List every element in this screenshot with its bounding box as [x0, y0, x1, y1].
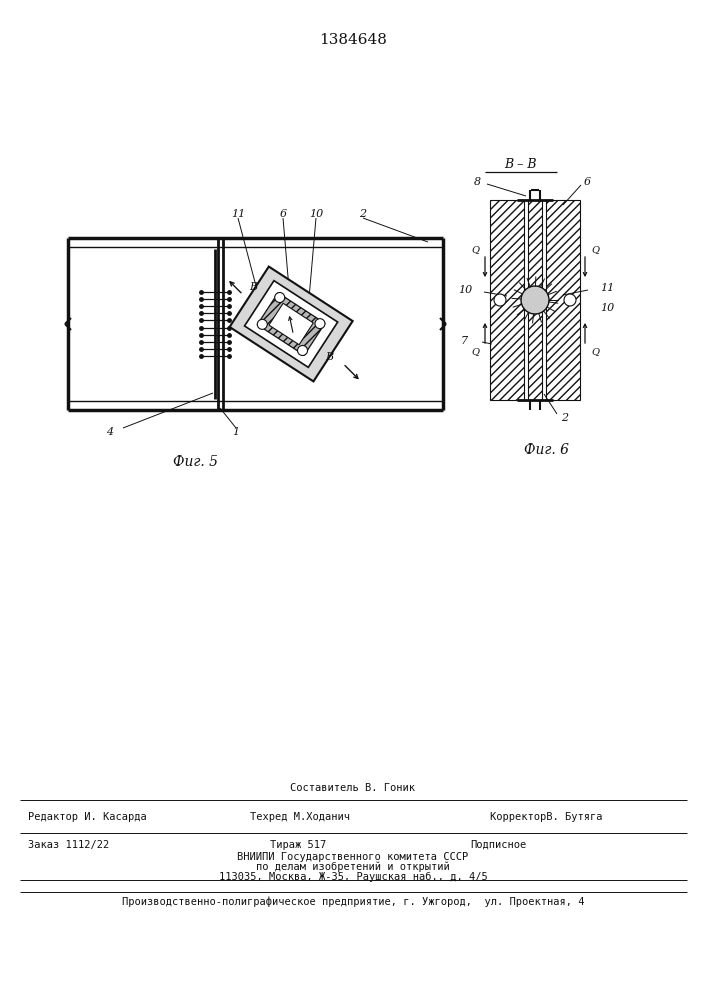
Text: 10: 10: [309, 209, 323, 219]
Polygon shape: [257, 293, 325, 355]
Text: Техред М.Ходанич: Техред М.Ходанич: [250, 812, 350, 822]
Text: Q: Q: [471, 245, 479, 254]
Text: 8: 8: [474, 177, 481, 187]
Text: В: В: [249, 282, 257, 292]
Text: 113035, Москва, Ж-35, Раушская наб., д. 4/5: 113035, Москва, Ж-35, Раушская наб., д. …: [218, 872, 487, 882]
Text: 1: 1: [233, 427, 240, 437]
Polygon shape: [230, 267, 353, 381]
Text: 2: 2: [561, 413, 568, 423]
Polygon shape: [269, 303, 313, 345]
Text: Заказ 1112/22: Заказ 1112/22: [28, 840, 110, 850]
Text: В: В: [325, 352, 333, 362]
Text: Составитель В. Гоник: Составитель В. Гоник: [291, 783, 416, 793]
Text: Q: Q: [591, 348, 599, 357]
Text: ВНИИПИ Государственного комитета СССР: ВНИИПИ Государственного комитета СССР: [238, 852, 469, 862]
Circle shape: [315, 319, 325, 329]
Bar: [546, 200, 580, 400]
Text: Q: Q: [591, 245, 599, 254]
Circle shape: [298, 345, 308, 355]
Text: 10: 10: [600, 303, 614, 313]
Text: Производственно-полиграфическое предприятие, г. Ужгород,  ул. Проектная, 4: Производственно-полиграфическое предприя…: [122, 897, 584, 907]
Text: 1384648: 1384648: [319, 33, 387, 47]
Circle shape: [564, 294, 576, 306]
Circle shape: [521, 286, 549, 314]
Text: Редактор И. Касарда: Редактор И. Касарда: [28, 812, 147, 822]
Circle shape: [257, 319, 267, 329]
Text: 7: 7: [461, 336, 468, 346]
Text: Фиг. 5: Фиг. 5: [173, 455, 218, 469]
Bar: [528, 200, 542, 400]
Text: 2: 2: [359, 209, 366, 219]
Text: Фиг. 6: Фиг. 6: [525, 443, 570, 457]
Polygon shape: [245, 281, 338, 367]
Text: 10: 10: [457, 285, 472, 295]
Text: Q: Q: [471, 348, 479, 357]
Text: по делам изобретений и открытий: по делам изобретений и открытий: [256, 862, 450, 872]
Text: 6: 6: [279, 209, 286, 219]
Text: 11: 11: [231, 209, 245, 219]
Text: 4: 4: [107, 427, 114, 437]
Text: Подписное: Подписное: [470, 840, 526, 850]
Bar: [490, 200, 524, 400]
Text: В – В: В – В: [504, 158, 536, 172]
Text: 11: 11: [600, 283, 614, 293]
Text: Тираж 517: Тираж 517: [270, 840, 326, 850]
Circle shape: [494, 294, 506, 306]
Text: 6: 6: [583, 177, 590, 187]
Text: КорректорВ. Бутяга: КорректорВ. Бутяга: [490, 812, 602, 822]
Circle shape: [275, 293, 285, 303]
